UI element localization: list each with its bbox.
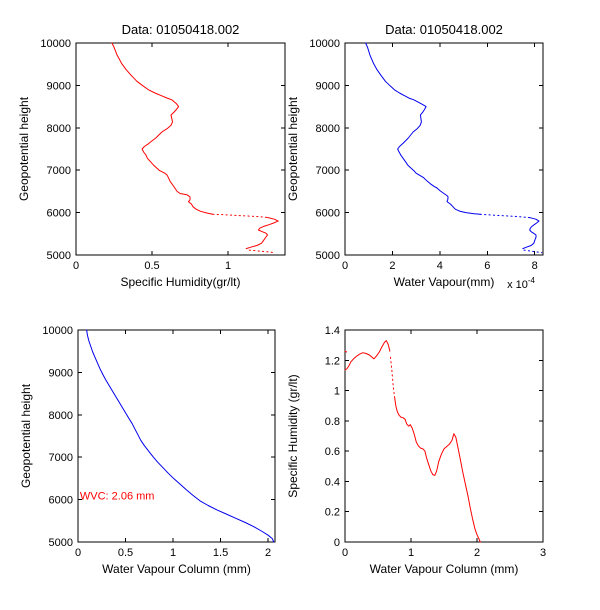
y-tick-label: 6000 — [47, 208, 71, 220]
y-tick-label: 9000 — [316, 80, 340, 92]
series-water-vapour-line-dotted — [523, 249, 543, 254]
series-water-vapour-column-line-solid — [86, 329, 275, 543]
y-tick-label: 7000 — [49, 452, 73, 464]
y-tick-label: 5000 — [47, 250, 71, 262]
subplot-water-vapour-column-vs-height: 0 0.5 1 1.5 2 5000 6000 7000 8000 9000 10000 Water … — [19, 325, 276, 576]
series-humidity-vs-column-line-dotted — [390, 356, 395, 398]
x-axis-label: Water Vapour Column (mm) — [102, 562, 251, 576]
series-water-vapour-line-solid — [522, 217, 540, 250]
x-tick-label: 1 — [170, 547, 176, 559]
axes-box — [344, 42, 544, 256]
x-tick-label: 0 — [73, 260, 79, 272]
y-tick-label: 10000 — [309, 38, 340, 50]
x-tick-label: 0 — [75, 547, 81, 559]
x-tick-label: 0 — [342, 260, 348, 272]
x-tick-label: 1.5 — [213, 547, 228, 559]
x-tick-label: 0 — [342, 547, 348, 559]
axes-box — [344, 329, 544, 543]
axis-exponent-label: x 10-4 — [507, 276, 535, 291]
y-tick-label: 9000 — [49, 367, 73, 379]
y-tick-label: 6000 — [316, 208, 340, 220]
y-tick-label: 0.2 — [325, 507, 340, 519]
exponent-prefix: x 10 — [507, 279, 528, 291]
y-tick-label: 0.8 — [325, 416, 340, 428]
exponent-value: -4 — [528, 276, 536, 285]
y-tick-label: 0 — [334, 537, 340, 549]
x-tick-label: 3 — [540, 547, 546, 559]
series-humidity-vs-column-line-solid — [344, 340, 391, 371]
y-axis-label: Geopotential height — [17, 96, 31, 201]
y-axis-label: Geopotential height — [19, 383, 33, 488]
x-tick-label: 1 — [408, 547, 414, 559]
y-axis-label: Geopotential height — [286, 96, 300, 201]
subplot-specific-humidity-profile: 0 0.5 1 5000 6000 7000 8000 9000 10000 Data: 0105… — [17, 22, 286, 289]
y-tick-label: 8000 — [47, 123, 71, 135]
subplot-specific-humidity-vs-water-vapour-column: 0 1 2 3 0 0.2 0.4 0.6 0.8 1 1.2 1.4 Water Vapour Col… — [286, 325, 546, 576]
y-tick-label: 7000 — [316, 165, 340, 177]
x-tick-label: 6 — [484, 260, 490, 272]
subplot-water-vapour-profile: 0 2 4 6 8 5000 6000 7000 8000 9000 10000 Data: 0105… — [286, 22, 544, 291]
y-tick-label: 1 — [334, 386, 340, 398]
plot-title: Data: 01050418.002 — [385, 22, 503, 37]
y-tick-label: 9000 — [47, 80, 71, 92]
annotation-text: WVC: 2.06 mm — [80, 490, 155, 502]
x-tick-label: 4 — [437, 260, 443, 272]
x-tick-label: 1 — [225, 260, 231, 272]
series-specific-humidity-line-solid — [245, 217, 279, 250]
x-tick-label: 0.5 — [118, 547, 133, 559]
axes-box — [77, 329, 276, 543]
series-humidity-vs-column-line-solid — [394, 396, 481, 543]
y-tick-label: 8000 — [49, 410, 73, 422]
y-axis-label: Specific Humidity (gr/lt) — [286, 374, 300, 497]
series-water-vapour-line-solid — [365, 42, 481, 215]
plot-title: Data: 01050418.002 — [122, 22, 240, 37]
y-tick-label: 5000 — [49, 537, 73, 549]
y-tick-label: 0.6 — [325, 446, 340, 458]
y-tick-label: 8000 — [316, 123, 340, 135]
x-tick-label: 2 — [265, 547, 271, 559]
y-tick-label: 10000 — [40, 38, 71, 50]
x-axis-label: Water Vapour(mm) — [394, 275, 495, 289]
series-water-vapour-line-dotted — [479, 213, 531, 219]
series-specific-humidity-line-dotted — [248, 249, 276, 254]
x-axis-label: Specific Humidity(gr/lt) — [120, 275, 240, 289]
axes-box — [75, 42, 286, 256]
x-axis-label: Water Vapour Column (mm) — [370, 562, 519, 576]
x-tick-label: 0.5 — [144, 260, 159, 272]
x-tick-label: 2 — [389, 260, 395, 272]
x-tick-label: 2 — [474, 547, 480, 559]
series-specific-humidity-line-solid — [111, 42, 214, 215]
y-tick-label: 1.4 — [325, 325, 340, 337]
x-tick-label: 8 — [532, 260, 538, 272]
y-tick-label: 6000 — [49, 495, 73, 507]
series-humidity-vs-column-line-solid — [344, 350, 348, 353]
y-tick-label: 10000 — [42, 325, 73, 337]
y-tick-label: 7000 — [47, 165, 71, 177]
y-tick-label: 5000 — [316, 250, 340, 262]
y-tick-label: 0.4 — [325, 476, 340, 488]
series-specific-humidity-line-dotted — [212, 213, 268, 218]
y-tick-label: 1.2 — [325, 355, 340, 367]
